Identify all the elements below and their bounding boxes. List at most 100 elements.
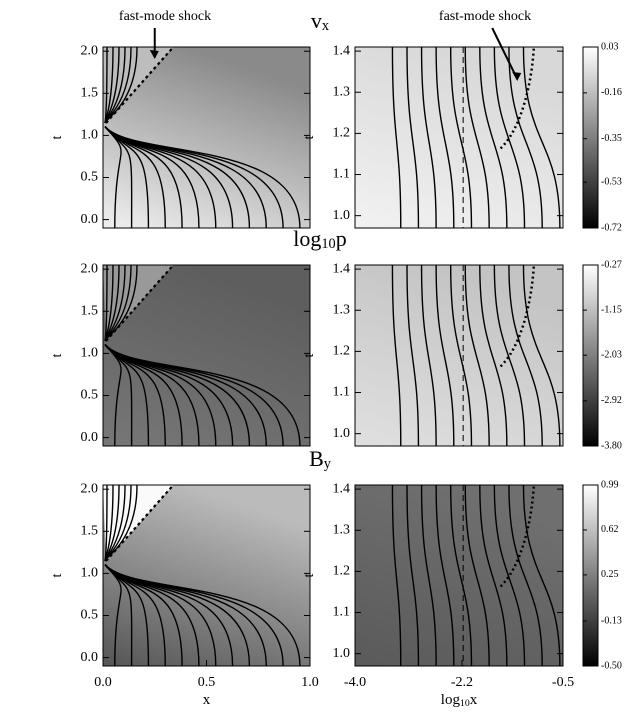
colorbar-tick-label: -0.53 (601, 176, 622, 187)
colorbar-tick-label: -0.16 (601, 87, 622, 98)
shock-line (499, 46, 536, 150)
contour-line (449, 484, 473, 667)
colorbar-tick-label: -0.72 (601, 222, 622, 233)
contour-line (104, 564, 301, 667)
colorbar-tick-label: 0.25 (601, 569, 619, 580)
contour-line (522, 46, 561, 229)
shock-line (105, 484, 175, 562)
y-tick-label: 1.1 (333, 605, 351, 620)
y-tick-label: 1.5 (81, 304, 99, 319)
y-tick-label: 0.0 (81, 212, 99, 227)
contour-line (508, 484, 543, 667)
x-axis-label-base: x (203, 692, 211, 708)
x-axis-label-rest: x (470, 692, 478, 708)
x-tick-label: -4.0 (344, 675, 366, 690)
contour-line (420, 484, 437, 667)
y-axis-label: t (302, 573, 317, 577)
contour-line (479, 46, 508, 229)
y-tick-label: 1.2 (333, 126, 351, 141)
panel-title-base: v (311, 8, 322, 33)
y-tick-label: 1.4 (333, 481, 351, 496)
contour-line (464, 264, 490, 447)
contour-line (464, 46, 490, 229)
contour-line (435, 264, 455, 447)
y-tick-label: 1.2 (333, 344, 351, 359)
colorbar-tick-label: -0.50 (601, 660, 622, 671)
panel-title: vx (311, 8, 329, 34)
panel-title-subscript: x (322, 18, 329, 34)
colorbar (582, 484, 599, 667)
arrow-head (512, 72, 522, 81)
y-tick-label: 2.0 (81, 261, 99, 276)
colorbar-tick-label: -3.80 (601, 440, 622, 451)
y-tick-label: 0.5 (81, 608, 99, 623)
x-tick-label: 1.0 (301, 675, 319, 690)
field-shading (355, 47, 563, 228)
x-tick-label: 0.0 (94, 675, 112, 690)
y-axis-label: t (302, 135, 317, 139)
contour-line (406, 264, 420, 447)
colorbar-tick-label: -2.03 (601, 350, 622, 361)
y-tick-label: 1.4 (333, 261, 351, 276)
contour-line (522, 264, 561, 447)
y-tick-label: 1.0 (81, 566, 99, 581)
contour-line (420, 46, 437, 229)
x-axis-label: log10x (441, 692, 478, 709)
y-tick-label: 1.3 (333, 84, 351, 99)
annotation: fast-mode shock (119, 9, 211, 24)
y-tick-label: 1.3 (333, 522, 351, 537)
y-tick-label: 1.0 (333, 646, 351, 661)
contour-line (479, 484, 508, 667)
contour-line (522, 484, 561, 667)
x-tick-label: 0.5 (198, 675, 216, 690)
y-tick-label: 2.0 (81, 43, 99, 58)
contour-line (391, 264, 402, 447)
y-tick-label: 1.0 (81, 128, 99, 143)
y-tick-label: 1.5 (81, 86, 99, 101)
shock-line (499, 484, 536, 588)
x-axis-label: x (203, 692, 211, 708)
colorbar-tick-label: 0.99 (601, 479, 619, 490)
colorbar-tick-label: 0.03 (601, 41, 619, 52)
shock-line (499, 264, 536, 368)
contour-line (449, 46, 473, 229)
contour-line (406, 484, 420, 667)
colorbar-tick-label: -2.92 (601, 395, 622, 406)
shock-line (105, 264, 175, 342)
shock-line (105, 46, 175, 124)
contour-line (508, 46, 543, 229)
contour-line (104, 344, 301, 447)
contour-line (391, 484, 402, 667)
y-axis-label: t (50, 353, 65, 357)
panel-title-rest: p (336, 226, 347, 251)
y-tick-label: 1.4 (333, 43, 351, 58)
y-tick-label: 1.1 (333, 385, 351, 400)
y-tick-label: 1.1 (333, 167, 351, 182)
panel-title-base: log (293, 226, 321, 251)
x-tick-label: -2.2 (451, 675, 473, 690)
panel-title-base: B (309, 446, 324, 471)
contour-line (493, 264, 526, 447)
colorbar-tick-label: -0.13 (601, 615, 622, 626)
plot-frame (102, 264, 311, 447)
plot-frame (354, 484, 564, 667)
y-tick-label: 1.0 (81, 346, 99, 361)
y-tick-label: 0.0 (81, 650, 99, 665)
panel-title: By (309, 446, 332, 472)
y-tick-label: 1.0 (333, 426, 351, 441)
y-axis-label: t (302, 353, 317, 357)
colorbar-tick-label: -0.35 (601, 133, 622, 144)
contour-line (479, 264, 508, 447)
contour-line (449, 264, 473, 447)
contour-line (493, 484, 526, 667)
y-tick-label: 1.5 (81, 524, 99, 539)
x-axis-label-base: log (441, 692, 461, 708)
annotation-arrow (491, 27, 519, 80)
colorbar (582, 46, 599, 229)
contour-line (391, 46, 402, 229)
y-tick-label: 1.3 (333, 302, 351, 317)
contour-line (420, 264, 437, 447)
field-shading (355, 265, 563, 446)
colorbar-tick-label: -1.15 (601, 304, 622, 315)
